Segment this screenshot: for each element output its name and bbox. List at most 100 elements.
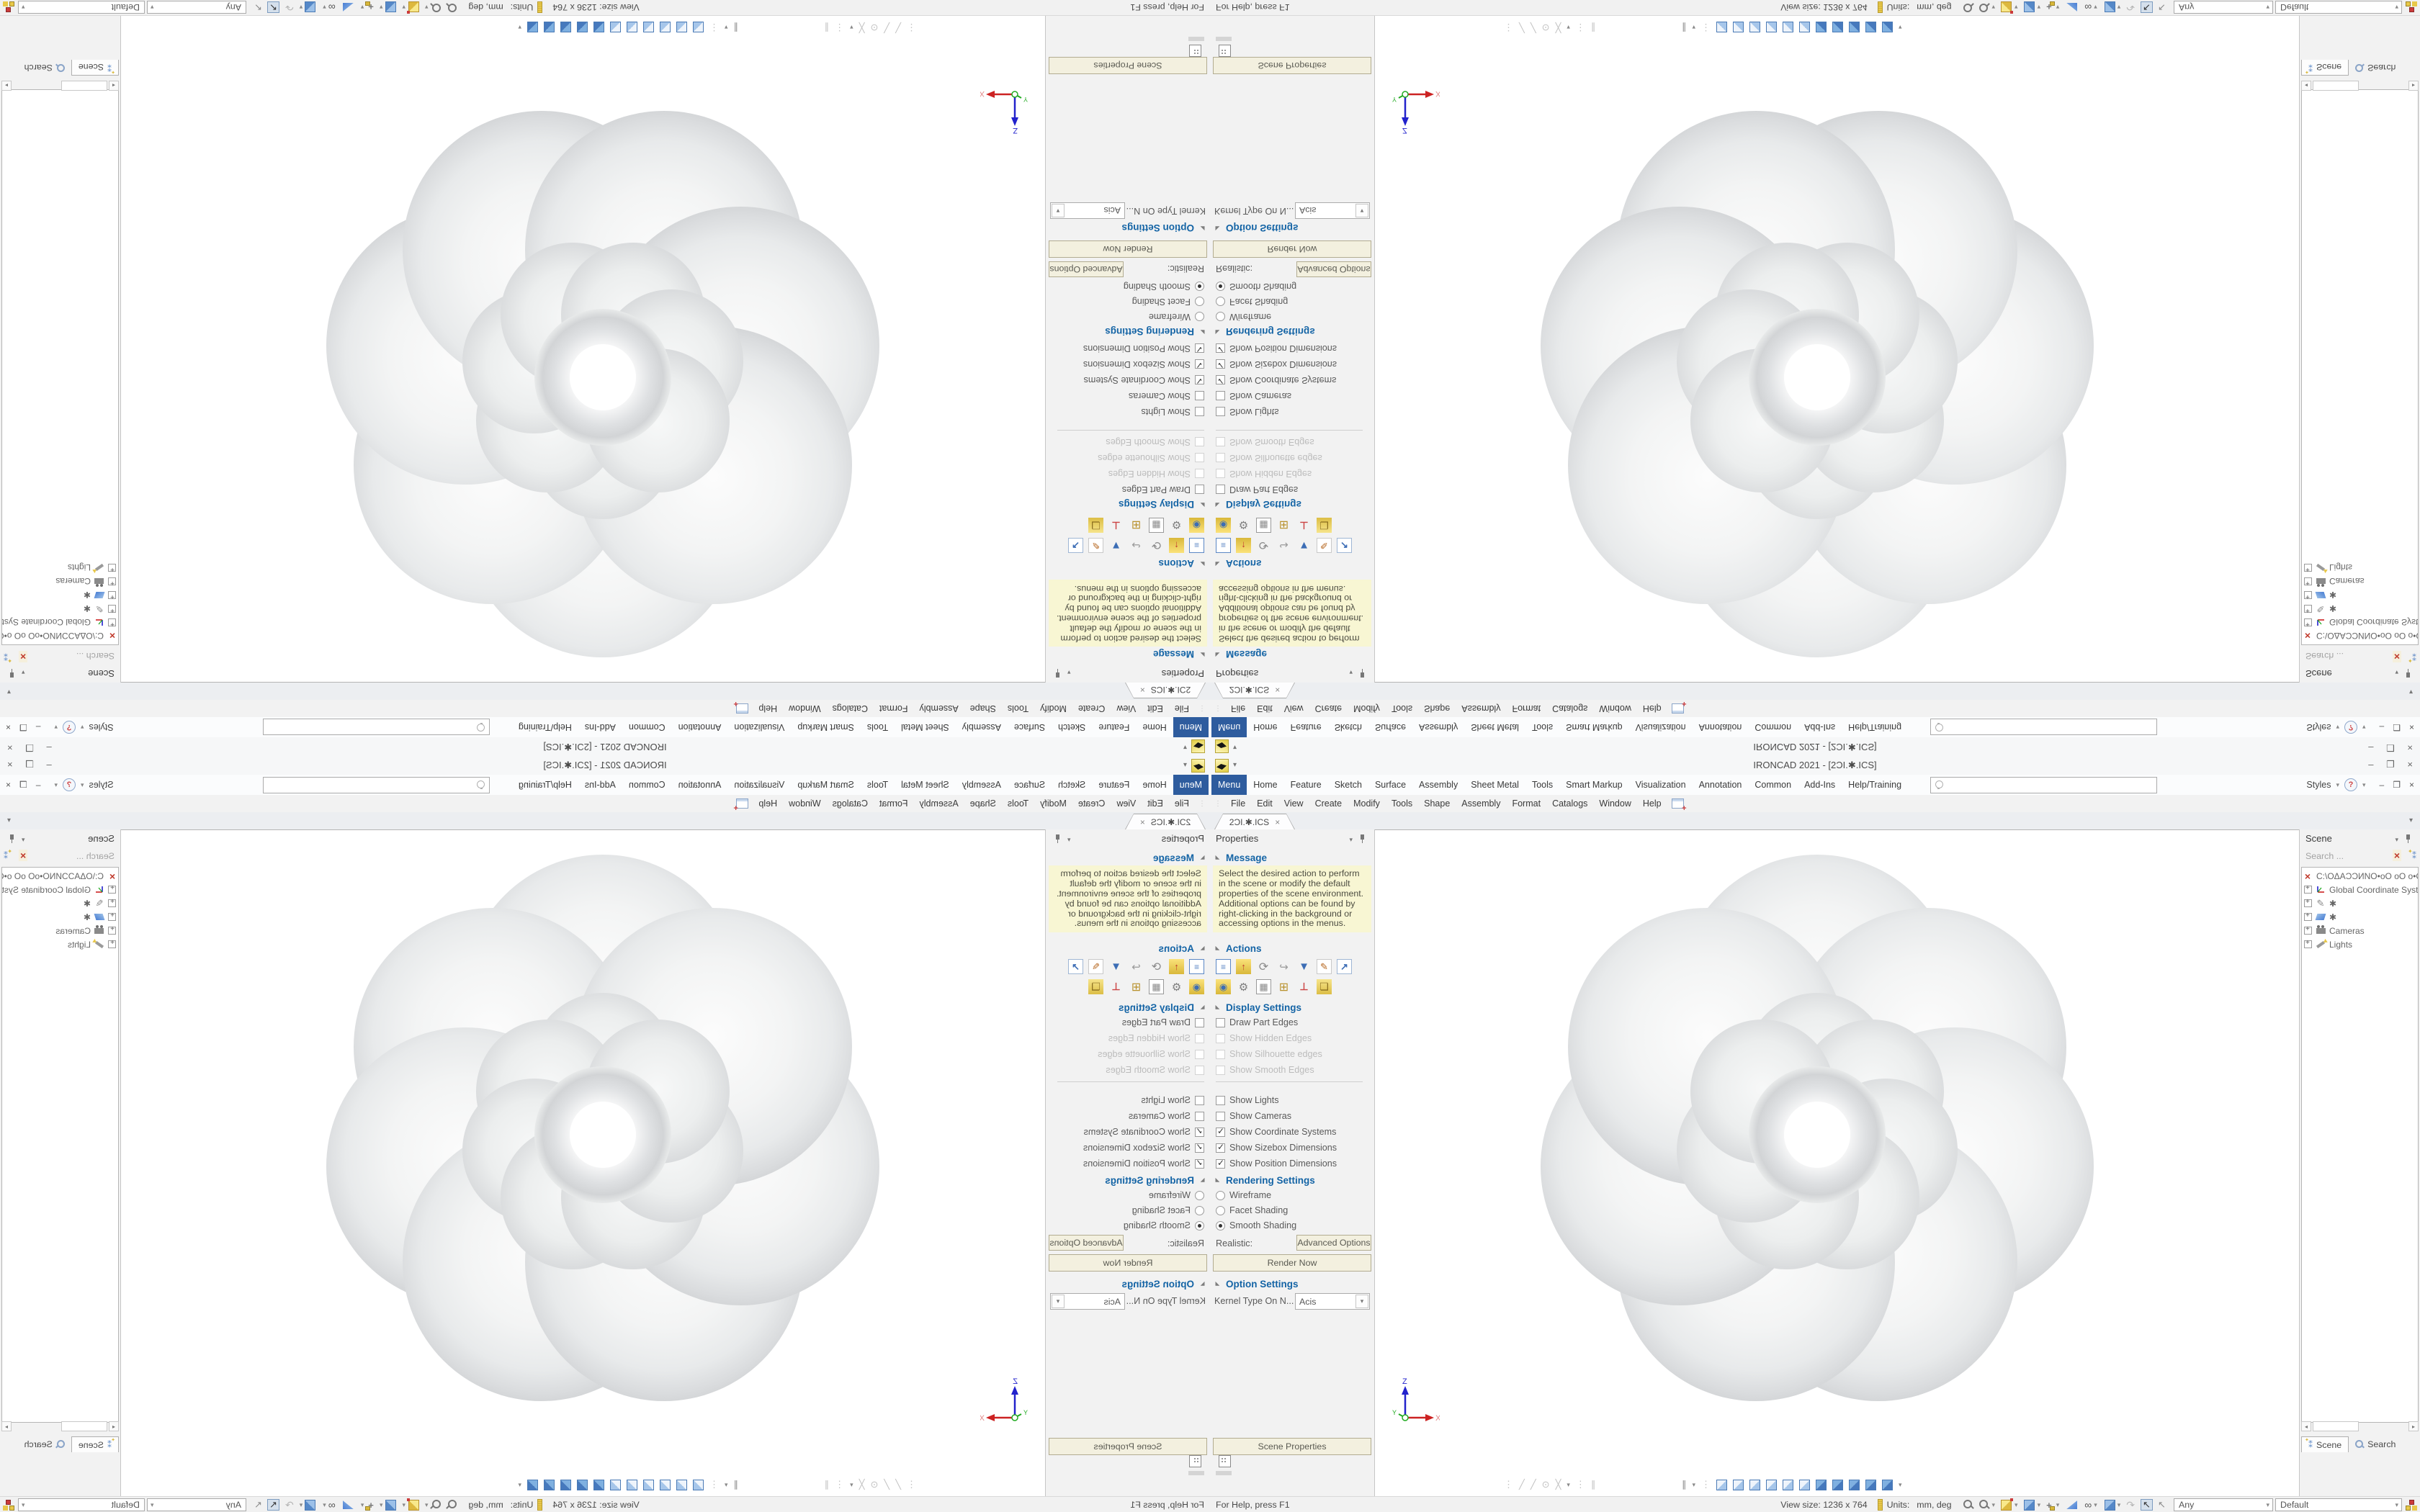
ribbon-tab-home[interactable]: Home xyxy=(1253,780,1278,790)
view-cube-icon[interactable] xyxy=(642,1479,654,1490)
menu-file[interactable]: File xyxy=(1231,703,1246,714)
target-chevron-icon[interactable]: ▾ xyxy=(2015,1500,2018,1508)
clip-wedge-icon[interactable] xyxy=(2066,1500,2078,1509)
panel-window-icon[interactable] xyxy=(1219,1455,1231,1467)
cube-chevron-icon[interactable]: ▾ xyxy=(379,1500,383,1508)
sketch-midline-icon[interactable]: ╱ xyxy=(884,1479,890,1490)
ribbon-tab-help-training[interactable]: Help/Training xyxy=(518,780,572,790)
pan-chevron-icon[interactable]: ▾ xyxy=(2056,1500,2060,1508)
view-cube-icon[interactable] xyxy=(676,22,687,33)
panel-pin-icon[interactable] xyxy=(1359,834,1366,843)
view-cube-icon[interactable] xyxy=(1882,1479,1894,1490)
select-cursor-icon[interactable]: ↖ xyxy=(267,1,279,13)
view-cube-icon[interactable] xyxy=(2023,1,2035,13)
tree-row-lights[interactable]: Lights xyxy=(2302,937,2352,951)
view-cube-icon[interactable] xyxy=(1749,22,1761,33)
checkbox-show-sizebox-dimensions[interactable]: Show Sizebox Dimensions xyxy=(1216,357,1337,372)
ribbon-tab-menu[interactable]: Menu xyxy=(1211,775,1247,795)
ribbon-tab-common[interactable]: Common xyxy=(628,780,666,790)
cubes-chevron-icon[interactable]: ▾ xyxy=(518,1480,521,1488)
tree-horizontal-scrollbar[interactable]: ◂ ▸ xyxy=(2301,80,2419,91)
doc-minimize-button[interactable]: – xyxy=(35,722,41,732)
panel-chevron-icon[interactable]: ▾ xyxy=(1067,836,1071,843)
menu-tools[interactable]: Tools xyxy=(1391,703,1413,714)
checkbox-show-smooth-edges[interactable]: Show Smooth Edges xyxy=(1216,435,1314,449)
advanced-options-button[interactable]: Advanced Options xyxy=(1296,1235,1371,1251)
selection-filter-select[interactable]: Any ▾ xyxy=(147,1498,246,1511)
view-cube-icon[interactable] xyxy=(543,22,555,33)
ribbon-tab-assembly[interactable]: Assembly xyxy=(1419,722,1458,732)
view-cube-icon[interactable] xyxy=(1799,22,1811,33)
box-select-cursor-icon[interactable]: ↖ xyxy=(254,1499,262,1510)
checkbox-show-cameras[interactable]: Show Cameras xyxy=(1129,389,1204,403)
selection-filter-select[interactable]: Any ▾ xyxy=(2174,1,2273,14)
menu-edit[interactable]: Edit xyxy=(1147,703,1163,714)
panel-chevron-icon[interactable]: ▾ xyxy=(1067,669,1071,676)
ribbon-tab-feature[interactable]: Feature xyxy=(1098,780,1130,790)
radio-smooth-shading[interactable]: Smooth Shading xyxy=(1124,1218,1204,1233)
sketch-line-icon[interactable]: ╱ xyxy=(1519,22,1525,33)
tab-scene[interactable]: ⁑ Scene xyxy=(71,60,119,76)
tree-horizontal-scrollbar[interactable]: ◂ ▸ xyxy=(1,1421,119,1432)
expand-plus-icon[interactable] xyxy=(2304,618,2312,626)
view-chevron-icon[interactable]: ▾ xyxy=(1692,1480,1696,1488)
styles-chevron-icon[interactable]: ▾ xyxy=(2336,724,2339,732)
dropdown-chevron-icon[interactable]: ▾ xyxy=(1355,1295,1368,1308)
checkbox-show-coordinate-systems[interactable]: Show Coordinate Systems xyxy=(1084,1125,1204,1139)
radio-facet-shading[interactable]: Facet Shading xyxy=(1132,294,1204,309)
render-shield-icon[interactable]: ▼ xyxy=(1111,960,1121,973)
panel-chevron-icon[interactable]: ▾ xyxy=(22,669,25,676)
tabstrip-chevron-icon[interactable]: ▾ xyxy=(2408,688,2413,696)
tree-row-cameras[interactable]: Cameras xyxy=(2302,575,2365,588)
view-cube-icon[interactable] xyxy=(526,1479,538,1490)
menu-format[interactable]: Format xyxy=(879,703,908,714)
hatch-lines-icon[interactable]: ∥ xyxy=(733,22,739,33)
tree-row-lights[interactable]: Lights xyxy=(68,937,118,951)
menu-modify[interactable]: Modify xyxy=(1040,798,1067,809)
scene-list-icon[interactable]: ≡ xyxy=(1189,538,1204,553)
view-cube-icon[interactable] xyxy=(609,22,621,33)
new-window-icon[interactable] xyxy=(1671,703,1684,714)
orient-arrow-icon[interactable]: ↪ xyxy=(1131,960,1141,973)
tree-row-scene-root[interactable]: × C:\OΔAƆƆИNO•oO oO o•OИN xyxy=(1,869,118,883)
scroll-left-icon[interactable]: ◂ xyxy=(109,1421,119,1431)
document-tab-close-icon[interactable]: × xyxy=(1139,816,1145,827)
pan-lock-icon[interactable]: + xyxy=(368,1,374,13)
render-shield-icon[interactable]: ▼ xyxy=(1111,539,1121,552)
tab-scene[interactable]: ⁑ Scene xyxy=(2301,60,2349,76)
view-cube-icon[interactable] xyxy=(692,22,704,33)
view-cube-icon[interactable] xyxy=(1733,22,1744,33)
zoom-out-icon[interactable] xyxy=(431,2,442,12)
panel-pin-icon[interactable] xyxy=(9,669,15,678)
select-cursor-icon[interactable]: ↖ xyxy=(2141,1499,2153,1511)
section-rendering-settings[interactable]: Rendering Settings xyxy=(1105,1175,1194,1186)
material-washer-icon[interactable]: ◉ xyxy=(1189,979,1204,994)
checkbox-draw-part-edges[interactable]: Draw Part Edges xyxy=(1216,1015,1298,1030)
shade-chevron-icon[interactable]: ▾ xyxy=(299,1500,303,1508)
view-cube-icon[interactable] xyxy=(1865,1479,1877,1490)
view-cube-icon[interactable] xyxy=(626,1479,637,1490)
ribbon-tab-surface[interactable]: Surface xyxy=(1374,722,1407,732)
checkbox-show-position-dimensions[interactable]: Show Position Dimensions xyxy=(1216,341,1337,356)
catalog-boxes-icon[interactable]: ⊞ xyxy=(1131,518,1142,531)
hatch-lines-icon[interactable]: ∥ xyxy=(1682,22,1687,33)
material-washer-icon[interactable]: ◉ xyxy=(1216,518,1231,533)
styles-chevron-icon[interactable]: ▾ xyxy=(81,724,84,732)
radio-smooth-shading[interactable]: Smooth Shading xyxy=(1124,279,1204,294)
view-cube-icon[interactable] xyxy=(659,22,671,33)
menu-shape[interactable]: Shape xyxy=(969,703,996,714)
dropdown-chevron-icon[interactable]: ▾ xyxy=(151,1500,154,1508)
export-book-icon[interactable]: ❏ xyxy=(1088,979,1103,994)
tree-row-global-coordinate-system[interactable]: Global Coordinate System xyxy=(2302,883,2418,896)
panel-window-icon[interactable] xyxy=(1189,45,1201,57)
view-cube-icon[interactable] xyxy=(2023,1499,2035,1511)
zoom-out-icon[interactable] xyxy=(431,1500,442,1510)
checkbox-show-coordinate-systems[interactable]: Show Coordinate Systems xyxy=(1216,373,1336,387)
expand-plus-icon[interactable] xyxy=(108,577,116,585)
scrollbar-thumb[interactable] xyxy=(2313,1421,2359,1431)
tab-search[interactable]: Search xyxy=(2349,60,2402,76)
scroll-left-icon[interactable]: ◂ xyxy=(109,81,119,91)
calculator-icon[interactable]: ▦ xyxy=(1149,979,1164,994)
doc-minimize-button[interactable]: – xyxy=(2379,722,2385,732)
menu-catalogs[interactable]: Catalogs xyxy=(832,703,868,714)
